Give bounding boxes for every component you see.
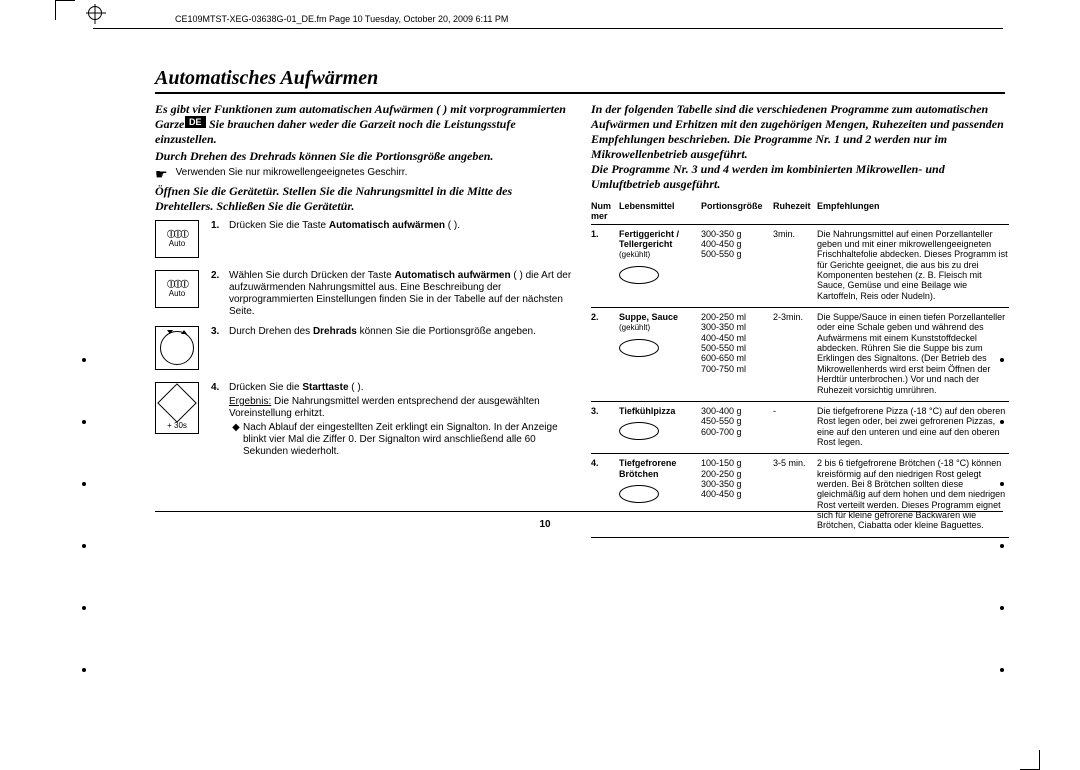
auto-button-icon: ⦶⦶⦶Auto: [155, 220, 211, 262]
th-num: Num mer: [591, 201, 619, 222]
steps: ⦶⦶⦶Auto 1. Drücken Sie die Taste Automat…: [155, 220, 573, 458]
pointer-icon: ☛: [155, 167, 168, 181]
right-column: In der folgenden Tabelle sind die versch…: [591, 102, 1009, 538]
th-rec: Empfehlungen: [817, 201, 1009, 222]
step-row: ⦶⦶⦶Auto 2. Wählen Sie durch Drücken der …: [155, 270, 573, 318]
table-row: 3.Tiefkühlpizza300-400 g 450-550 g 600-7…: [591, 402, 1009, 454]
intro-text: Durch Drehen des Drehrads können Sie die…: [155, 149, 573, 164]
step-number: 4.: [211, 382, 229, 458]
result-text: Die Nahrungsmittel werden entsprechend d…: [229, 396, 540, 419]
table-header: Num mer Lebensmittel Portionsgröße Ruhez…: [591, 198, 1009, 225]
step-number: 3.: [211, 326, 229, 374]
note-row: ☛ Verwenden Sie nur mikrowellengeeignete…: [155, 167, 573, 181]
step-text: Wählen Sie durch Drücken der Taste Autom…: [229, 270, 573, 318]
title-rule: [155, 92, 1005, 94]
step-number: 2.: [211, 270, 229, 318]
footer-rule: [155, 511, 1003, 512]
page-title: Automatisches Aufwärmen: [155, 67, 1025, 90]
th-food: Lebensmittel: [619, 201, 701, 222]
table-body: 1.Fertiggericht / Tellergericht(gekühlt)…: [591, 225, 1009, 538]
header-rule: [93, 28, 1003, 29]
step-text: Drücken Sie die Taste Automatisch aufwär…: [229, 220, 460, 262]
result-label: Ergebnis:: [229, 396, 271, 407]
intro-text: Es gibt vier Funktionen zum automatische…: [155, 102, 573, 147]
step-text: Durch Drehen des Drehrads können Sie die…: [229, 326, 536, 374]
sub-bullet: ◆Nach Ablauf der eingestellten Zeit erkl…: [229, 422, 573, 458]
note-text: Verwenden Sie nur mikrowellengeeignetes …: [176, 167, 408, 181]
step-row: + 30s 4. Drücken Sie die Starttaste ( ).…: [155, 382, 573, 458]
auto-label: Auto: [169, 289, 185, 298]
intro-text: Die Programme Nr. 3 und 4 werden im komb…: [591, 162, 1009, 192]
table-row: 1.Fertiggericht / Tellergericht(gekühlt)…: [591, 225, 1009, 308]
step-number: 1.: [211, 220, 229, 262]
auto-button-icon: ⦶⦶⦶Auto: [155, 270, 211, 318]
page: CE109MTST-XEG-03638G-01_DE.fm Page 10 Tu…: [65, 8, 1025, 538]
table-row: 4.Tiefgefrorene Brötchen100-150 g 200-25…: [591, 454, 1009, 537]
intro-text: In der folgenden Tabelle sind die versch…: [591, 102, 1009, 162]
bullet-text: Nach Ablauf der eingestellten Zeit erkli…: [243, 422, 573, 458]
intro-text: Öffnen Sie die Gerätetür. Stellen Sie di…: [155, 184, 573, 214]
start-button-icon: + 30s: [155, 382, 211, 458]
th-size: Portionsgröße: [701, 201, 773, 222]
dial-icon: [155, 326, 211, 374]
crop-mark: [1020, 750, 1040, 770]
table-row: 2.Suppe, Sauce(gekühlt)200-250 ml 300-35…: [591, 308, 1009, 402]
step-row: ⦶⦶⦶Auto 1. Drücken Sie die Taste Automat…: [155, 220, 573, 262]
page-number: 10: [539, 519, 550, 530]
step-text: Drücken Sie die Starttaste ( ). Ergebnis…: [229, 382, 573, 458]
step-row: 3. Durch Drehen des Drehrads können Sie …: [155, 326, 573, 374]
left-column: Es gibt vier Funktionen zum automatische…: [155, 102, 573, 538]
th-rest: Ruhezeit: [773, 201, 817, 222]
language-badge: DE: [185, 116, 206, 128]
auto-label: Auto: [169, 239, 185, 248]
file-header: CE109MTST-XEG-03638G-01_DE.fm Page 10 Tu…: [175, 14, 1025, 24]
